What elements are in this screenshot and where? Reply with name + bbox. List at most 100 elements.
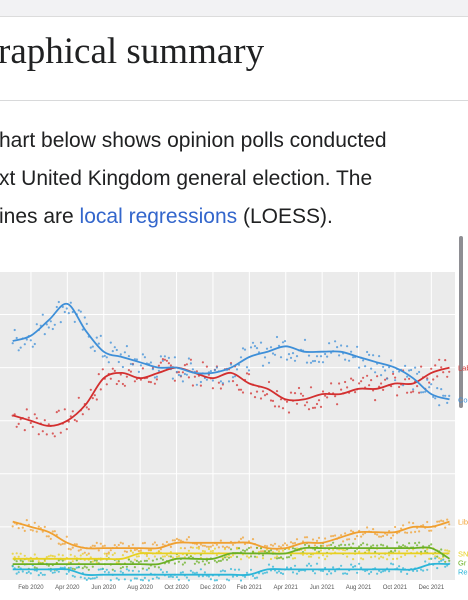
- poll-dot: [263, 356, 267, 359]
- poll-dot: [99, 334, 102, 337]
- scrollbar-thumb[interactable]: [459, 236, 463, 408]
- poll-dot: [394, 376, 397, 379]
- poll-dot: [13, 413, 16, 416]
- poll-dot: [239, 558, 243, 561]
- poll-dot: [115, 577, 118, 580]
- poll-dot: [149, 361, 152, 364]
- poll-dot: [53, 435, 56, 438]
- poll-dot: [255, 556, 259, 559]
- poll-dot: [67, 561, 70, 564]
- poll-dot: [261, 364, 265, 367]
- poll-dot: [161, 358, 164, 361]
- poll-dot: [207, 545, 210, 548]
- poll-dot: [169, 545, 172, 548]
- series-label-con: Con: [458, 395, 468, 404]
- poll-dot: [23, 554, 26, 557]
- local-regressions-link[interactable]: local regressions: [79, 205, 238, 228]
- poll-dot: [370, 545, 373, 548]
- poll-dot: [93, 394, 96, 397]
- opinion-polling-chart: Feb 2020 Apr 2020 Jun 2020 Aug 2020 Oct 2020…: [0, 270, 468, 600]
- poll-dot: [344, 543, 347, 547]
- poll-dot: [19, 552, 22, 555]
- poll-dot: [398, 550, 401, 553]
- poll-dot: [378, 355, 381, 358]
- poll-dot: [364, 569, 367, 573]
- poll-dot: [123, 384, 126, 387]
- poll-dot: [277, 545, 281, 548]
- poll-dot: [319, 355, 323, 358]
- poll-dot: [241, 549, 245, 552]
- poll-dot: [253, 396, 257, 399]
- poll-dot: [213, 579, 216, 582]
- poll-dot: [215, 554, 218, 557]
- poll-dot: [426, 378, 429, 381]
- poll-dot: [41, 573, 44, 576]
- poll-dot: [159, 568, 162, 571]
- poll-dot: [143, 559, 146, 562]
- poll-dot: [105, 554, 108, 558]
- poll-dot: [412, 388, 415, 391]
- poll-dot: [352, 379, 355, 382]
- poll-dot: [432, 395, 435, 398]
- poll-dot: [324, 394, 327, 397]
- poll-dot: [360, 543, 363, 546]
- poll-dot: [285, 566, 289, 569]
- poll-dot: [259, 397, 263, 400]
- poll-dot: [221, 545, 224, 548]
- poll-dot: [69, 566, 72, 569]
- poll-dot: [75, 420, 78, 423]
- series-label-gr: Gr: [458, 558, 467, 567]
- poll-dot: [117, 543, 120, 547]
- poll-dot: [249, 346, 253, 349]
- poll-dot: [227, 556, 231, 559]
- poll-dot: [23, 343, 26, 346]
- poll-dot: [147, 567, 150, 570]
- poll-dot: [237, 568, 241, 571]
- poll-dot: [386, 558, 389, 561]
- poll-dot: [85, 322, 88, 325]
- poll-dot: [47, 564, 50, 567]
- poll-dot: [380, 374, 383, 377]
- poll-dot: [153, 382, 156, 385]
- poll-dot: [380, 543, 383, 546]
- poll-dot: [55, 411, 58, 414]
- poll-dot: [448, 394, 451, 397]
- poll-dot: [211, 387, 214, 390]
- poll-dot: [221, 569, 224, 572]
- poll-dot: [281, 557, 285, 560]
- poll-dot: [227, 579, 231, 582]
- poll-dot: [137, 561, 140, 564]
- poll-dot: [25, 571, 28, 575]
- poll-dot: [139, 364, 142, 367]
- poll-dot: [223, 556, 227, 559]
- poll-dot: [426, 548, 429, 551]
- poll-dot: [257, 550, 261, 553]
- poll-dot: [117, 380, 120, 383]
- poll-dot: [416, 385, 419, 388]
- x-tick-label: Apr 2020: [55, 585, 80, 591]
- poll-dot: [65, 535, 68, 538]
- poll-dot: [358, 550, 361, 553]
- poll-dot: [167, 561, 170, 564]
- poll-dot: [199, 384, 202, 387]
- poll-dot: [221, 382, 224, 385]
- poll-dot: [360, 566, 363, 569]
- poll-dot: [243, 575, 247, 578]
- poll-dot: [107, 361, 110, 364]
- poll-dot: [81, 328, 84, 331]
- heading-divider: [0, 100, 468, 101]
- poll-dot: [51, 554, 54, 558]
- poll-dot: [175, 370, 178, 373]
- poll-dot: [348, 538, 351, 541]
- poll-dot: [350, 377, 353, 380]
- poll-dot: [442, 520, 445, 523]
- poll-dot: [420, 568, 423, 571]
- poll-dot: [440, 519, 443, 522]
- poll-dot: [179, 571, 182, 574]
- poll-dot: [215, 561, 218, 564]
- poll-dot: [311, 538, 315, 541]
- poll-dot: [91, 577, 94, 580]
- poll-dot: [165, 359, 168, 362]
- poll-dot: [97, 568, 100, 571]
- poll-dot: [205, 378, 208, 381]
